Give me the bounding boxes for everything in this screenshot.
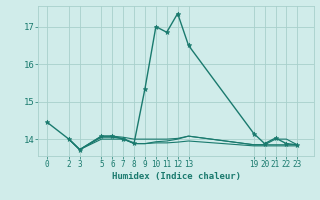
X-axis label: Humidex (Indice chaleur): Humidex (Indice chaleur) [111,172,241,181]
